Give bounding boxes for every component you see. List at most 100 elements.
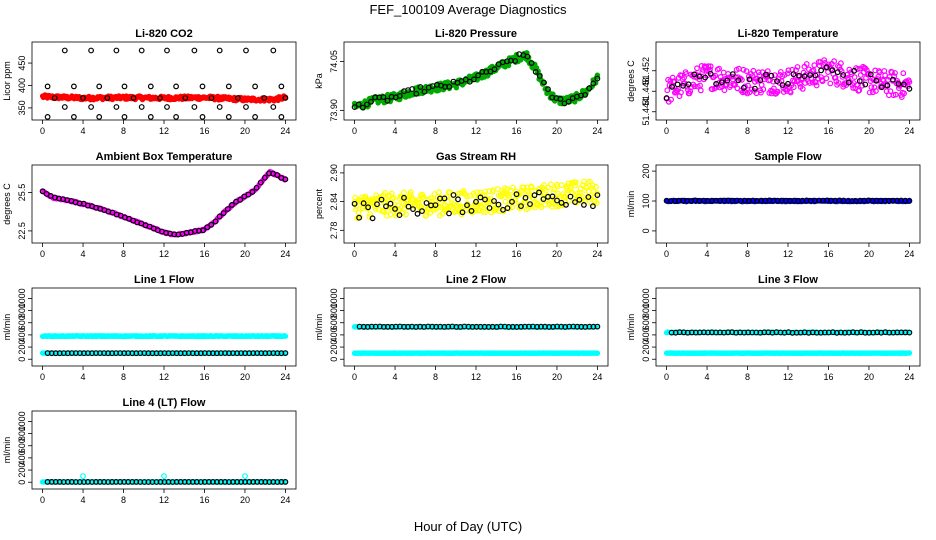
licortemp-point (678, 89, 684, 96)
ambient-ytick-label: 22.5 (17, 222, 27, 240)
ambient-xtick-label: 4 (81, 249, 86, 259)
licortemp-point (669, 83, 675, 90)
pressure-point (524, 53, 531, 60)
pressure-title: Li-820 Pressure (435, 28, 517, 40)
line2-xtick-label: 12 (471, 372, 481, 382)
licortemp-point (740, 84, 747, 91)
sample-ytick-label: 100 (641, 193, 651, 208)
line3-ytick-label: 0 (641, 357, 651, 362)
co2-xtick-label: 4 (81, 126, 86, 136)
pressure-xtick-label: 16 (511, 126, 521, 136)
co2-point (278, 113, 285, 120)
co2-point (44, 83, 51, 90)
panel-pressure: Li-820 Pressure kPa 0 4 8 12 16 20 24 73.90 74.05 (314, 28, 609, 136)
licortemp-ytick-label: 51.452 (641, 57, 651, 85)
licortemp-point (821, 57, 828, 63)
licortemp-point (691, 71, 698, 78)
ambient-point (39, 188, 46, 195)
pressure-point (421, 88, 428, 95)
line1-xtick-label: 0 (40, 372, 45, 382)
licortemp-point (835, 80, 842, 86)
co2-xtick-label: 8 (121, 126, 126, 136)
panel-ambient: Ambient Box Temperature degrees C 0 4 8 12 16 2… (2, 151, 297, 259)
panel-sample: Sample Flow ml/min 0 4 8 12 16 20 24 0 100 200 (626, 151, 921, 259)
pressure-point (491, 66, 498, 73)
licortemp-point (900, 70, 907, 77)
rh-xtick-label: 12 (471, 249, 481, 259)
co2-point (121, 83, 128, 90)
line2-series-l2-avg (356, 323, 601, 330)
line2-ytick-label: 0 (329, 357, 339, 362)
licortemp-point (801, 73, 808, 80)
ambient-point (282, 176, 289, 183)
licortemp-point (845, 79, 852, 86)
co2-point (173, 83, 180, 90)
co2-point (138, 104, 145, 110)
line3-series-l3-avg (668, 329, 913, 336)
co2-point (182, 95, 189, 101)
line3-series-l3-low (663, 350, 913, 356)
rh-point (382, 189, 388, 196)
licortemp-point (906, 85, 913, 92)
rh-point (366, 214, 373, 221)
co2-point (173, 113, 180, 120)
line3-point (906, 350, 913, 356)
co2-point (234, 95, 241, 101)
pressure-ylabel: kPa (314, 73, 324, 89)
licortemp-point (862, 81, 869, 88)
co2-point (191, 104, 198, 110)
co2-point (157, 95, 163, 101)
line1-xtick-label: 24 (280, 372, 290, 382)
ambient-xtick-label: 8 (121, 249, 126, 259)
licortemp-point (872, 67, 879, 74)
licortemp-point (890, 76, 896, 83)
licortemp-point (796, 72, 802, 79)
pressure-point (351, 104, 358, 110)
co2-point (51, 95, 58, 101)
pressure-xtick-label: 20 (552, 126, 562, 136)
licortemp-point (856, 87, 863, 94)
ambient-point (204, 224, 211, 231)
licortemp-point (901, 81, 907, 88)
licortemp-point (818, 67, 824, 74)
co2-point (270, 104, 277, 110)
licortemp-point (856, 78, 863, 84)
pressure-point (512, 58, 518, 64)
ambient-point (274, 172, 281, 178)
co2-xtick-label: 20 (240, 126, 250, 136)
licortemp-point (859, 82, 866, 89)
line2-xtick-label: 8 (433, 372, 438, 382)
co2-point (113, 47, 120, 54)
figure-title: FEF_100109 Average Diagnostics (369, 2, 567, 17)
co2-point (270, 47, 277, 54)
licortemp-point (716, 65, 722, 72)
line2-xtick-label: 20 (552, 372, 562, 382)
co2-point (96, 113, 103, 120)
co2-point (88, 47, 94, 54)
line3-xtick-label: 24 (904, 372, 914, 382)
licortemp-point (782, 86, 789, 93)
rh-point (359, 194, 365, 201)
licortemp-point (785, 80, 791, 87)
co2-xtick-label: 12 (159, 126, 169, 136)
licortemp-point (768, 72, 775, 79)
ambient-xtick-label: 0 (40, 249, 45, 259)
sample-xtick-label: 8 (745, 249, 750, 259)
line1-xtick-label: 12 (159, 372, 169, 382)
co2-point (199, 113, 206, 120)
pressure-point (536, 73, 543, 79)
licortemp-point (867, 71, 874, 78)
pressure-xtick-label: 0 (352, 126, 357, 136)
rh-point (403, 211, 409, 218)
pressure-point (355, 101, 362, 108)
sample-xtick-label: 4 (705, 249, 710, 259)
co2-frame (31, 41, 297, 121)
pressure-point (586, 85, 593, 92)
line2-point (594, 350, 601, 356)
licortemp-point (854, 81, 860, 88)
co2-xtick-label: 24 (280, 126, 290, 136)
pressure-point (532, 68, 539, 75)
ambient-point (253, 184, 260, 191)
pressure-point (368, 98, 374, 105)
